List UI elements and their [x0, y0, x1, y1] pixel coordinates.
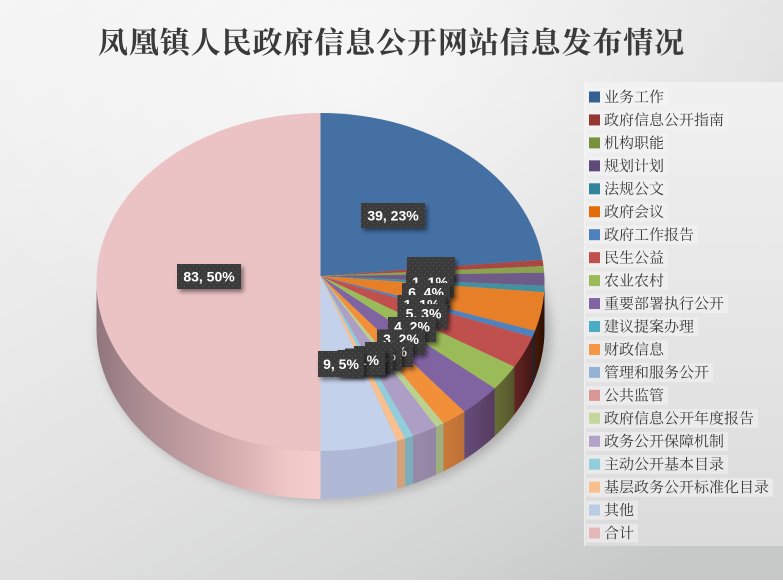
- svg-text:9, 5%: 9, 5%: [323, 356, 359, 372]
- svg-text:39, 23%: 39, 23%: [367, 207, 419, 223]
- svg-text:83, 50%: 83, 50%: [183, 268, 235, 284]
